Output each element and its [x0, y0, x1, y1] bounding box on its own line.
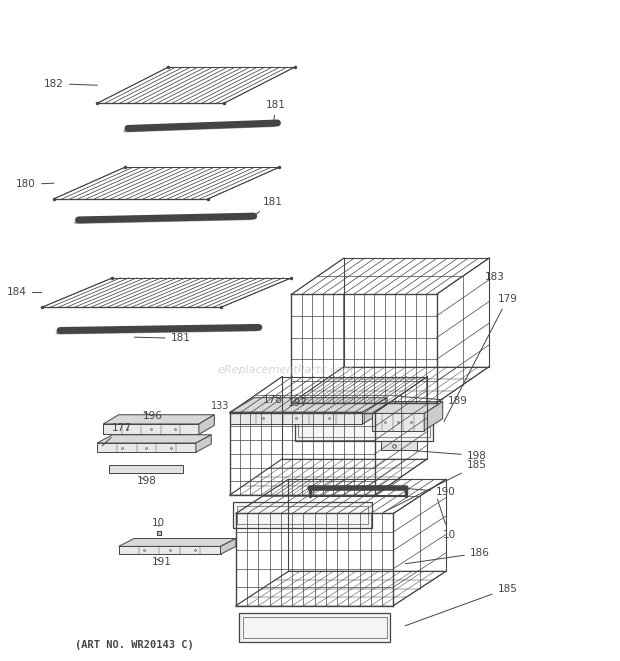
Polygon shape	[118, 539, 236, 547]
Bar	[237, 506, 368, 524]
Polygon shape	[221, 539, 236, 555]
Text: 183: 183	[485, 272, 505, 282]
Polygon shape	[363, 398, 387, 424]
Bar	[381, 441, 417, 450]
Text: 189: 189	[401, 396, 468, 406]
Text: 191: 191	[152, 557, 172, 567]
Bar	[109, 465, 184, 473]
Text: eReplacementParts.com: eReplacementParts.com	[217, 365, 353, 375]
Polygon shape	[372, 402, 443, 413]
Text: 181: 181	[266, 100, 286, 123]
Text: 185: 185	[405, 584, 518, 626]
Polygon shape	[196, 435, 211, 452]
Bar	[372, 413, 424, 430]
Bar	[294, 409, 433, 441]
Text: 196: 196	[143, 411, 162, 421]
Text: 179: 179	[444, 294, 518, 422]
Bar	[239, 613, 390, 642]
Bar	[97, 443, 196, 452]
Polygon shape	[230, 398, 387, 412]
Text: 178: 178	[263, 395, 283, 405]
Text: 197: 197	[288, 395, 308, 408]
Text: 185: 185	[383, 461, 487, 512]
Text: 10: 10	[153, 518, 166, 527]
Text: 198: 198	[412, 451, 487, 461]
Bar	[230, 412, 363, 424]
Text: 133: 133	[211, 401, 230, 411]
Bar	[298, 413, 430, 437]
Text: 198: 198	[136, 475, 156, 486]
Polygon shape	[199, 414, 215, 434]
Text: 181: 181	[135, 333, 190, 344]
Text: 180: 180	[16, 179, 54, 189]
Bar	[242, 617, 386, 638]
Text: 10: 10	[437, 499, 456, 539]
Text: 182: 182	[44, 79, 97, 89]
Text: 186: 186	[405, 548, 490, 564]
Text: 184: 184	[7, 288, 42, 297]
Polygon shape	[104, 414, 215, 424]
Text: 181: 181	[254, 197, 283, 215]
Bar	[233, 502, 372, 528]
Bar	[104, 424, 199, 434]
Polygon shape	[424, 402, 443, 430]
Text: (ART NO. WR20143 C): (ART NO. WR20143 C)	[76, 640, 194, 650]
Text: 177: 177	[102, 423, 131, 446]
Polygon shape	[97, 435, 211, 443]
Bar	[118, 547, 221, 555]
Text: 190: 190	[384, 486, 456, 497]
